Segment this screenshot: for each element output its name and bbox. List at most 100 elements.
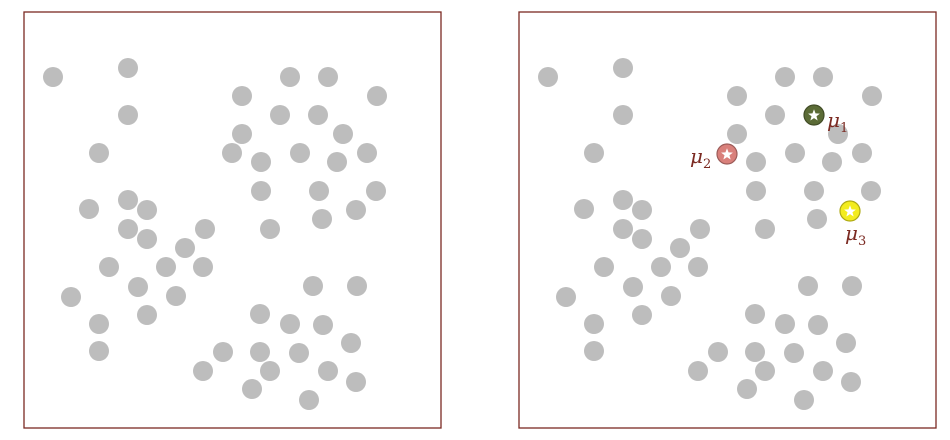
left-data-point [318, 361, 338, 381]
right-data-point [807, 209, 827, 229]
centroid-subscript: 1 [840, 121, 848, 136]
left-data-point [251, 152, 271, 172]
right-data-point [765, 105, 785, 125]
right-data-point [584, 143, 604, 163]
left-data-point [303, 276, 323, 296]
left-data-point [118, 58, 138, 78]
left-data-point [346, 372, 366, 392]
right-data-point [813, 361, 833, 381]
right-data-point [538, 67, 558, 87]
left-data-point [137, 305, 157, 325]
right-data-point [841, 372, 861, 392]
left-data-point [99, 257, 119, 277]
left-data-point [118, 105, 138, 125]
left-data-point [250, 304, 270, 324]
right-data-point [651, 257, 671, 277]
right-data-point [556, 287, 576, 307]
right-data-point [785, 143, 805, 163]
right-data-point [861, 181, 881, 201]
right-data-point [584, 341, 604, 361]
left-data-point [333, 124, 353, 144]
left-data-point [166, 286, 186, 306]
left-data-point [280, 314, 300, 334]
right-data-point [755, 361, 775, 381]
right-data-point [822, 152, 842, 172]
right-data-point [798, 276, 818, 296]
right-data-point [813, 67, 833, 87]
right-data-point [755, 219, 775, 239]
right-data-point [745, 342, 765, 362]
left-panel-data-points [23, 11, 442, 429]
right-panel-frame [518, 11, 937, 429]
left-data-point [79, 199, 99, 219]
right-data-point [632, 229, 652, 249]
left-data-point [232, 86, 252, 106]
right-data-point [794, 390, 814, 410]
left-data-point [280, 67, 300, 87]
left-data-point [313, 315, 333, 335]
right-data-point [784, 343, 804, 363]
right-data-point [727, 124, 747, 144]
left-data-point [128, 277, 148, 297]
right-data-point [613, 58, 633, 78]
right-data-point [613, 219, 633, 239]
left-data-point [232, 124, 252, 144]
right-data-point [661, 286, 681, 306]
left-data-point [222, 143, 242, 163]
right-data-point [613, 190, 633, 210]
right-data-point [808, 315, 828, 335]
right-data-point [745, 304, 765, 324]
right-data-point [775, 314, 795, 334]
right-data-point [727, 86, 747, 106]
right-data-point [746, 152, 766, 172]
left-data-point [347, 276, 367, 296]
right-data-point [708, 342, 728, 362]
centroid-subscript: 3 [858, 234, 866, 249]
left-data-point [242, 379, 262, 399]
left-data-point [308, 105, 328, 125]
left-data-point [175, 238, 195, 258]
right-data-point [623, 277, 643, 297]
star-icon [721, 148, 733, 160]
left-panel-frame [23, 11, 442, 429]
left-data-point [260, 361, 280, 381]
left-data-point [270, 105, 290, 125]
left-data-point [193, 361, 213, 381]
left-data-point [213, 342, 233, 362]
right-data-point [836, 333, 856, 353]
left-data-point [327, 152, 347, 172]
left-data-point [137, 200, 157, 220]
left-data-point [195, 219, 215, 239]
right-data-point [594, 257, 614, 277]
left-data-point [43, 67, 63, 87]
centroid-subscript: 2 [703, 157, 711, 172]
centroid-2-marker [716, 143, 738, 165]
right-data-point [632, 200, 652, 220]
left-data-point [61, 287, 81, 307]
left-data-point [357, 143, 377, 163]
right-data-point [828, 124, 848, 144]
left-data-point [89, 341, 109, 361]
left-data-point [137, 229, 157, 249]
right-point-cloud [538, 58, 882, 410]
right-data-point [688, 257, 708, 277]
centroid-1-marker [803, 104, 825, 126]
left-data-point [250, 342, 270, 362]
left-data-point [289, 343, 309, 363]
right-data-point [584, 314, 604, 334]
right-data-point [852, 143, 872, 163]
left-point-cloud [43, 58, 387, 410]
left-data-point [251, 181, 271, 201]
right-data-point [613, 105, 633, 125]
left-data-point [89, 314, 109, 334]
left-data-point [312, 209, 332, 229]
right-data-point [862, 86, 882, 106]
right-data-point [688, 361, 708, 381]
right-data-point [746, 181, 766, 201]
right-data-point [775, 67, 795, 87]
left-data-point [260, 219, 280, 239]
star-icon [808, 109, 820, 121]
left-data-point [309, 181, 329, 201]
